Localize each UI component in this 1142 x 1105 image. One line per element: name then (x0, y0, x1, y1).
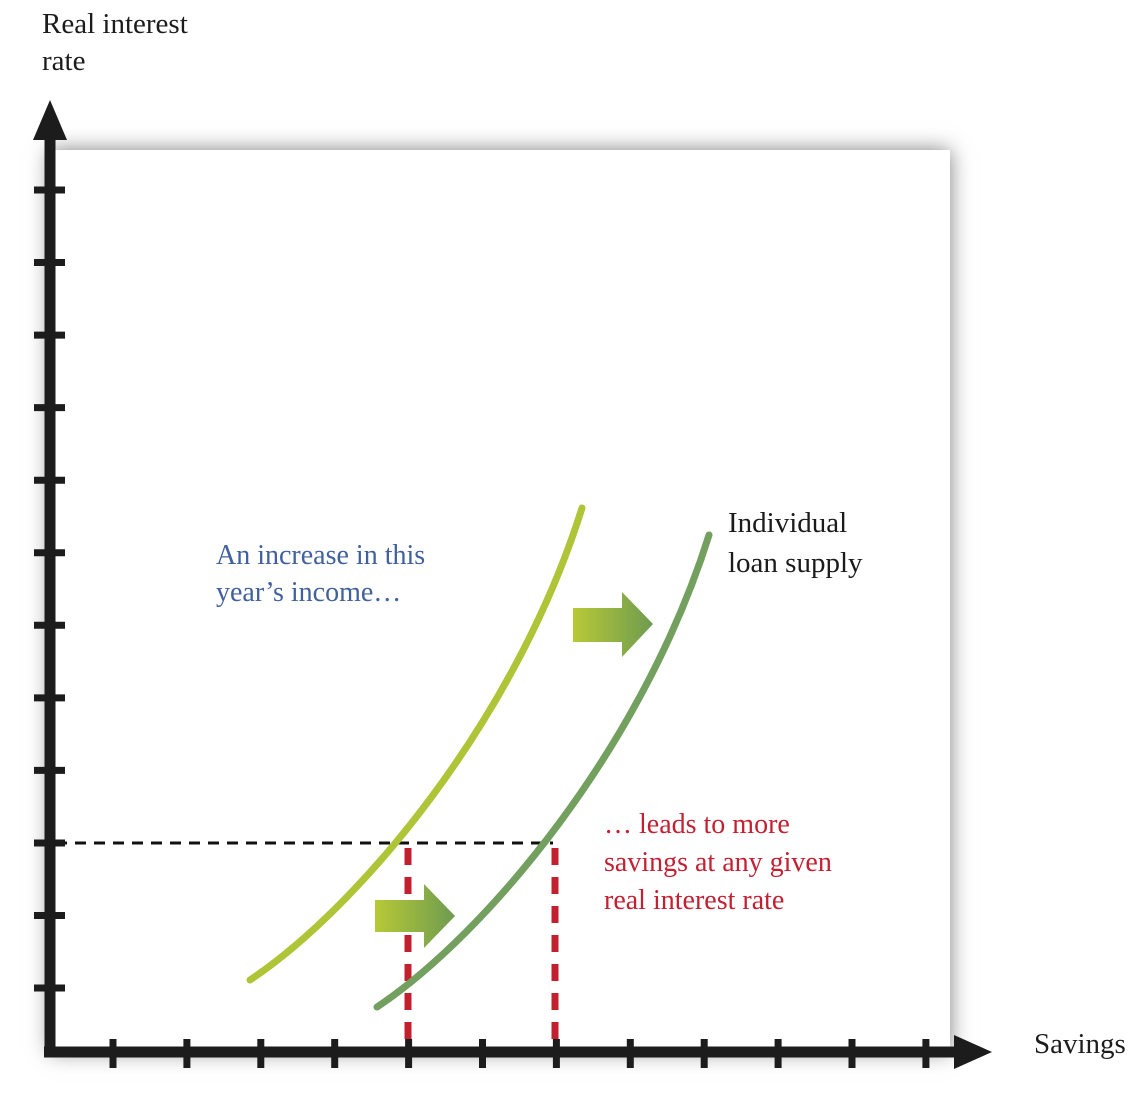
income-increase-annotation: An increase in this year’s income… (216, 540, 426, 608)
supply-curve-shifted (373, 531, 713, 1011)
plot-area (50, 150, 950, 1052)
y-axis-arrowhead (33, 100, 67, 140)
more-savings-annotation: … leads to more savings at any given rea… (604, 809, 832, 917)
loan-supply-curve-label: Individual loan supply (728, 507, 863, 580)
shift-right-arrow-2 (375, 884, 455, 948)
supply-curve-initial (246, 504, 586, 984)
x-axis-title: Savings (1034, 1028, 1126, 1060)
shift-right-arrow-1 (573, 592, 653, 657)
y-axis-title: Real interest rate (42, 8, 188, 77)
x-axis-arrowhead (954, 1035, 992, 1069)
